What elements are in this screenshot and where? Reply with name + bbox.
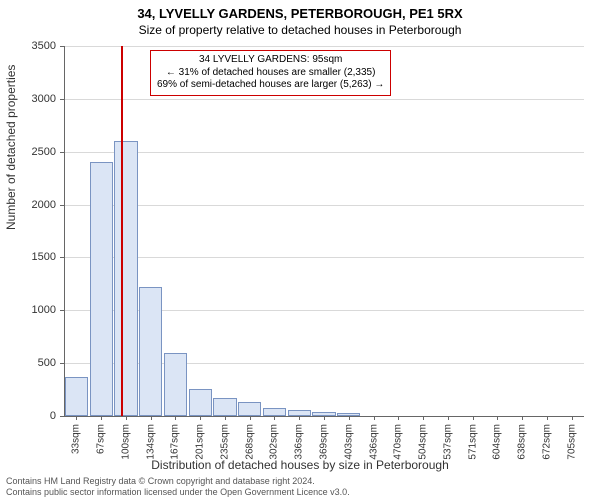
y-tick-label: 2000 [16, 199, 56, 211]
footnote: Contains HM Land Registry data © Crown c… [6, 476, 350, 498]
x-tick-label: 470sqm [393, 424, 404, 460]
x-tick-mark [497, 416, 498, 420]
bar [65, 377, 88, 416]
reference-line [121, 46, 123, 416]
x-tick-mark [547, 416, 548, 420]
x-axis-label: Distribution of detached houses by size … [0, 458, 600, 472]
y-tick-label: 3000 [16, 93, 56, 105]
x-tick-label: 167sqm [170, 424, 181, 460]
x-tick-label: 201sqm [195, 424, 206, 460]
x-tick-mark [572, 416, 573, 420]
chart-container: 34, LYVELLY GARDENS, PETERBOROUGH, PE1 5… [0, 0, 600, 500]
x-tick-label: 67sqm [96, 424, 107, 454]
gridline [64, 205, 584, 206]
x-tick-label: 604sqm [492, 424, 503, 460]
x-tick-label: 336sqm [294, 424, 305, 460]
x-tick-mark [101, 416, 102, 420]
x-tick-mark [175, 416, 176, 420]
x-tick-mark [250, 416, 251, 420]
gridline [64, 46, 584, 47]
info-box-line: ← 31% of detached houses are smaller (2,… [157, 67, 384, 80]
y-tick-label: 2500 [16, 146, 56, 158]
x-tick-mark [374, 416, 375, 420]
y-axis [64, 46, 65, 416]
footnote-line1: Contains HM Land Registry data © Crown c… [6, 476, 350, 487]
x-tick-label: 672sqm [541, 424, 552, 460]
bar [238, 402, 261, 416]
x-tick-label: 302sqm [269, 424, 280, 460]
x-tick-mark [423, 416, 424, 420]
x-tick-label: 571sqm [467, 424, 478, 460]
bar [139, 287, 162, 416]
x-tick-mark [225, 416, 226, 420]
x-tick-label: 33sqm [71, 424, 82, 454]
x-tick-mark [522, 416, 523, 420]
info-box-line: 34 LYVELLY GARDENS: 95sqm [157, 54, 384, 67]
x-tick-label: 436sqm [368, 424, 379, 460]
x-tick-mark [398, 416, 399, 420]
x-tick-mark [76, 416, 77, 420]
info-box: 34 LYVELLY GARDENS: 95sqm← 31% of detach… [150, 50, 391, 96]
y-tick-label: 0 [16, 410, 56, 422]
x-tick-mark [448, 416, 449, 420]
x-tick-mark [324, 416, 325, 420]
x-tick-mark [473, 416, 474, 420]
y-tick-label: 3500 [16, 40, 56, 52]
bar [114, 141, 137, 416]
x-tick-label: 638sqm [517, 424, 528, 460]
x-tick-label: 268sqm [244, 424, 255, 460]
x-tick-label: 504sqm [418, 424, 429, 460]
x-tick-mark [349, 416, 350, 420]
x-tick-label: 235sqm [219, 424, 230, 460]
bar [189, 389, 212, 416]
bar [263, 408, 286, 416]
gridline [64, 152, 584, 153]
x-tick-label: 705sqm [566, 424, 577, 460]
x-tick-mark [200, 416, 201, 420]
gridline [64, 99, 584, 100]
bar [164, 353, 187, 416]
x-tick-label: 100sqm [120, 424, 131, 460]
plot-area: 050010001500200025003000350033sqm67sqm10… [64, 46, 584, 416]
x-tick-mark [126, 416, 127, 420]
x-tick-mark [151, 416, 152, 420]
x-tick-label: 537sqm [442, 424, 453, 460]
x-tick-label: 134sqm [145, 424, 156, 460]
x-tick-label: 369sqm [319, 424, 330, 460]
x-tick-mark [299, 416, 300, 420]
y-tick-label: 1500 [16, 251, 56, 263]
x-tick-label: 403sqm [343, 424, 354, 460]
bar [213, 398, 236, 416]
chart-subtitle: Size of property relative to detached ho… [0, 21, 600, 41]
footnote-line2: Contains public sector information licen… [6, 487, 350, 498]
bar [90, 162, 113, 416]
gridline [64, 257, 584, 258]
y-tick-label: 500 [16, 357, 56, 369]
page-title: 34, LYVELLY GARDENS, PETERBOROUGH, PE1 5… [0, 0, 600, 21]
x-tick-mark [274, 416, 275, 420]
info-box-line: 69% of semi-detached houses are larger (… [157, 79, 384, 92]
y-tick-label: 1000 [16, 304, 56, 316]
